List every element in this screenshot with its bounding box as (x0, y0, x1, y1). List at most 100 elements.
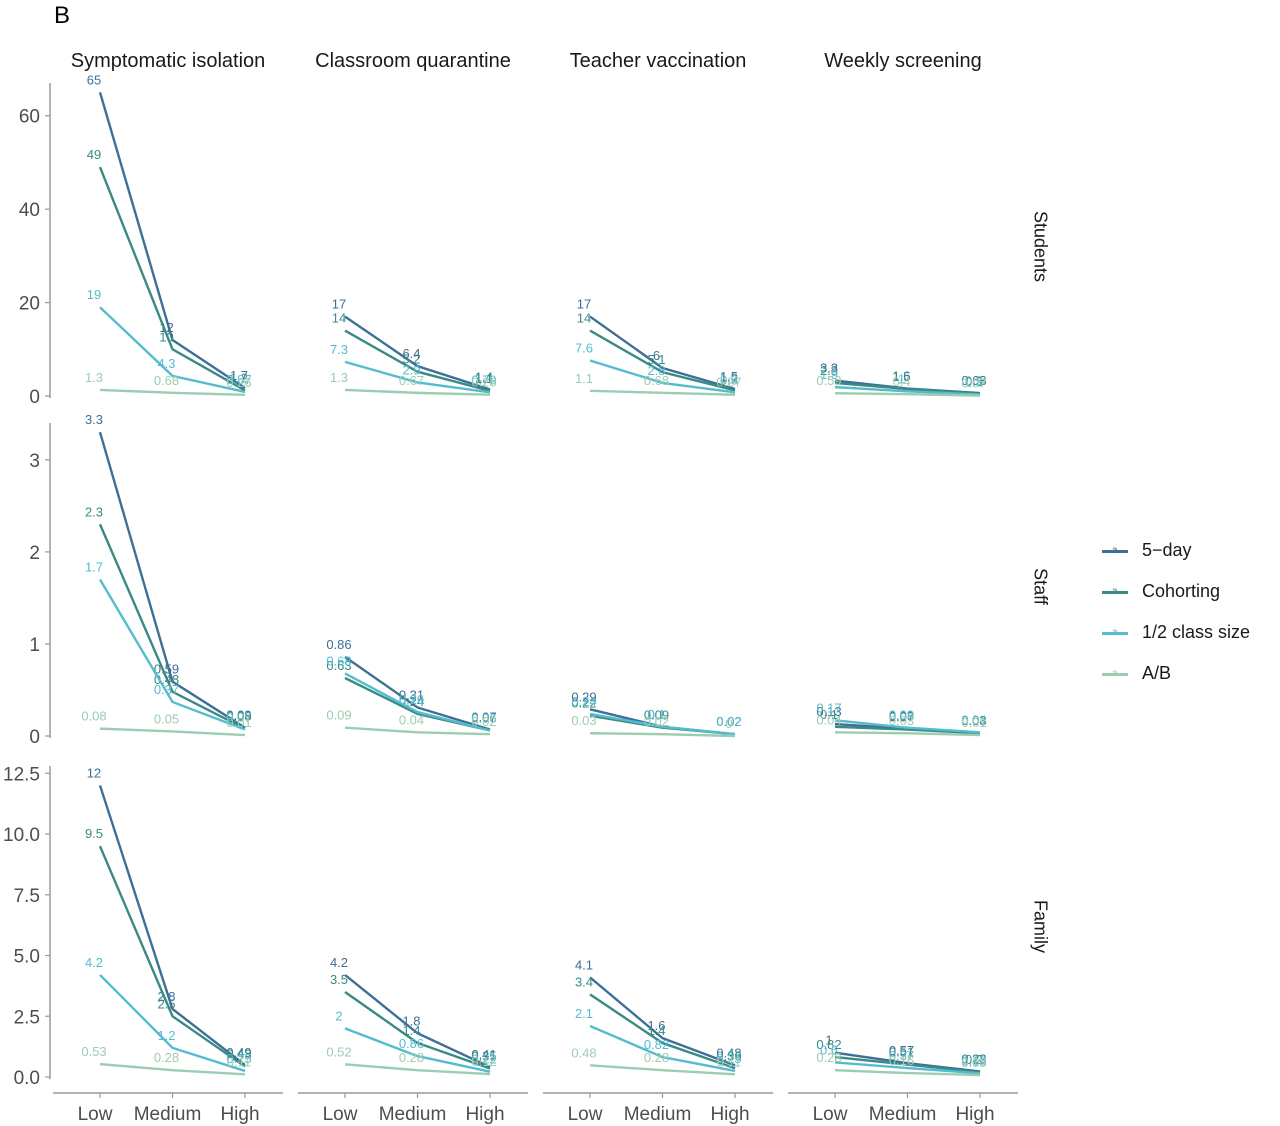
data-label: 0.22 (571, 696, 596, 711)
data-label: 0.37 (154, 682, 179, 697)
series-line-a-b-family-teacher-vaccination (589, 1064, 736, 1076)
data-label: 0.07 (471, 710, 496, 725)
data-label: 0.01 (961, 715, 986, 730)
data-label: 0.05 (154, 711, 179, 726)
data-label: 0.68 (326, 653, 351, 668)
data-label: 1.7 (85, 560, 103, 575)
data-label: 12 (87, 765, 101, 780)
data-label: 0.03 (889, 713, 914, 728)
series-line-1-2-class-size-staff-classroom-quarantine (344, 672, 491, 732)
x-tick-label: Medium (624, 1104, 692, 1125)
data-label: 0.03 (571, 713, 596, 728)
x-tick-label: High (710, 1104, 749, 1125)
data-label: 0.07 (226, 710, 251, 725)
series-line-a-b-staff-teacher-vaccination (589, 732, 736, 738)
data-label: 2 (335, 1008, 342, 1023)
data-label: 0.37 (889, 1048, 914, 1063)
y-tick-label: 10.0 (3, 825, 40, 846)
data-label: 0.08 (81, 709, 106, 724)
data-label: 1.4 (475, 369, 493, 384)
data-label: 0.24 (571, 694, 596, 709)
series-line-1-2-class-size-family-symptomatic-isolation (99, 974, 246, 1073)
x-tick-label: High (955, 1104, 994, 1125)
x-tick-label: Medium (134, 1104, 202, 1125)
data-label: 0.25 (226, 1051, 251, 1066)
series-line-1-2-class-size-staff-symptomatic-isolation (98, 578, 246, 731)
data-label: 19 (87, 287, 101, 302)
data-label: 0.27 (716, 375, 741, 390)
series-line-5-day-family-classroom-quarantine (344, 974, 491, 1069)
data-label: 0.63 (961, 373, 986, 388)
data-label: 0.17 (816, 700, 841, 715)
data-label: 1 (825, 1033, 832, 1048)
data-label: 7.6 (575, 340, 593, 355)
data-label: 3.3 (85, 412, 103, 427)
data-label: 0.01 (226, 715, 251, 730)
series-line-1-2-class-size-family-weekly-screening (834, 1061, 981, 1075)
data-label: 14 (577, 311, 591, 326)
data-label: 0.2 (965, 1052, 983, 1067)
data-label: 0.31 (399, 687, 424, 702)
series-line-1-2-class-size-students-weekly-screening (834, 385, 981, 396)
data-label: 0.49 (226, 1045, 251, 1060)
data-label: 0.28 (816, 1050, 841, 1065)
series-line-5-day-staff-classroom-quarantine (344, 655, 491, 731)
data-label: 0.5 (965, 374, 983, 389)
data-label: 1.1 (575, 371, 593, 386)
data-label: 0.02 (716, 714, 741, 729)
data-label: 10 (159, 329, 173, 344)
column-title-teacher-vaccination: Teacher vaccination (569, 50, 747, 72)
data-label: 0.48 (716, 1045, 741, 1060)
data-label: 0.86 (326, 637, 351, 652)
data-label: 2.5 (157, 996, 175, 1011)
data-label: 9.5 (85, 826, 103, 841)
series-line-1-2-class-size-students-teacher-vaccination (589, 359, 736, 394)
x-tick-label: Low (813, 1104, 848, 1125)
data-label: 3.4 (575, 974, 593, 989)
x-tick-label: Medium (869, 1104, 937, 1125)
data-label: 14 (332, 311, 346, 326)
legend-label: Cohorting (1142, 581, 1221, 601)
data-label: 1.4 (647, 1023, 665, 1038)
legend-item-a-b: a A/B (1100, 653, 1250, 694)
data-label: 1.9 (820, 367, 838, 382)
data-label: 0.51 (889, 1045, 914, 1060)
series-line-cohorting-family-symptomatic-isolation (98, 845, 246, 1068)
data-label: 4.3 (157, 356, 175, 371)
y-tick-label: 0 (29, 387, 40, 408)
data-label: 0.16 (889, 1053, 914, 1068)
data-label: 0.06 (471, 710, 496, 725)
data-label: 0.25 (716, 1051, 741, 1066)
data-label: 0.82 (816, 1037, 841, 1052)
data-label: 0.04 (399, 712, 424, 727)
data-label: 0.79 (471, 372, 496, 387)
series-line-cohorting-staff-symptomatic-isolation (98, 523, 246, 730)
data-label: 0.1 (647, 707, 665, 722)
data-label: 1.5 (892, 369, 910, 384)
data-label: 0.02 (716, 714, 741, 729)
data-label: 0.11 (717, 1054, 741, 1069)
data-label: 0.82 (644, 1037, 669, 1052)
data-label: 0.26 (226, 375, 251, 390)
x-tick-label: Medium (379, 1104, 447, 1125)
data-label: 0.8 (720, 372, 738, 387)
data-label: 0.11 (227, 1054, 251, 1069)
data-label: 0.13 (816, 704, 841, 719)
legend-key-half-class-size: a (1100, 623, 1130, 643)
series-line-1-2-class-size-students-symptomatic-isolation (99, 306, 246, 394)
data-label: 0 (725, 716, 732, 731)
data-label: 0.02 (644, 714, 669, 729)
series-line-1-2-class-size-family-teacher-vaccination (589, 1024, 736, 1073)
data-label: 1.6 (647, 1018, 665, 1033)
y-tick-label: 2 (29, 543, 40, 564)
data-label: 1.4 (402, 1023, 420, 1038)
data-label: 0.57 (889, 1043, 914, 1058)
data-label: 0.02 (716, 714, 741, 729)
series-line-a-b-staff-weekly-screening (834, 731, 981, 737)
data-label: 0.86 (399, 1036, 424, 1051)
data-label: 1.2 (157, 1028, 175, 1043)
data-label: 0.28 (154, 1050, 179, 1065)
series-line-1-2-class-size-staff-weekly-screening (834, 719, 981, 734)
series-line-cohorting-family-classroom-quarantine (344, 990, 491, 1070)
data-label: 1.6 (892, 369, 910, 384)
